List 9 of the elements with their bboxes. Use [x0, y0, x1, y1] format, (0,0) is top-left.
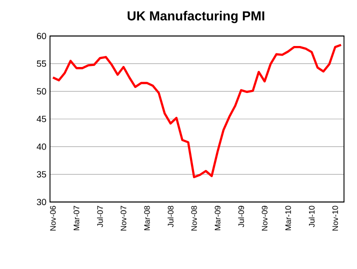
line-series [52, 44, 342, 178]
y-tick-label: 35 [36, 171, 46, 178]
chart-title: UK Manufacturing PMI [128, 10, 264, 24]
y-tick-label: 50 [36, 88, 46, 95]
y-tick-label: 60 [36, 32, 46, 40]
y-tick-label: 55 [36, 60, 46, 67]
y-tick-label: 30 [36, 198, 46, 206]
y-tick-label: 45 [36, 116, 46, 122]
y-tick-label: 40 [36, 143, 46, 150]
